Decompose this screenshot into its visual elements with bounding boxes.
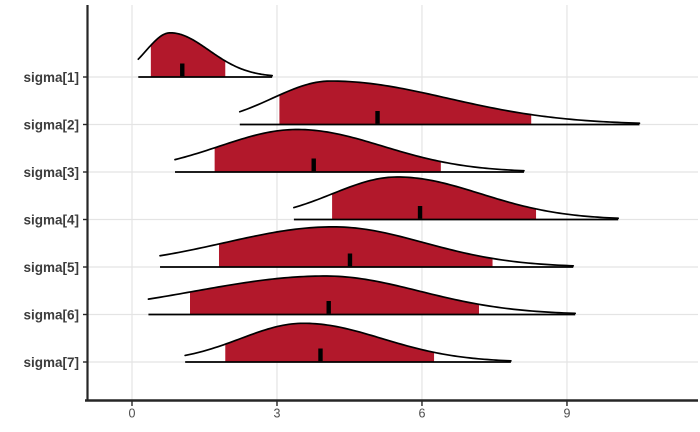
credible-interval-area [279, 81, 532, 125]
y-axis-category-label: sigma[2] [23, 117, 79, 132]
y-axis-category-label: sigma[6] [23, 307, 79, 322]
density-row [238, 80, 641, 126]
credible-interval-area [190, 276, 480, 315]
y-axis-category-label: sigma[5] [23, 260, 79, 275]
density-row [159, 226, 575, 268]
x-axis-tick-label: 3 [274, 407, 281, 421]
density-outline [147, 275, 577, 315]
densities-layer [137, 31, 641, 363]
credible-interval-area [218, 226, 493, 267]
density-outline [238, 80, 641, 125]
density-outline [293, 176, 620, 220]
density-outline [174, 128, 525, 172]
median-tick [180, 63, 185, 77]
median-tick [326, 301, 331, 314]
credible-interval-area [225, 323, 435, 362]
density-row [147, 275, 577, 316]
x-axis-tick-label: 6 [419, 407, 426, 421]
x-axis-tick-label: 9 [563, 407, 570, 421]
credible-interval-area [150, 32, 226, 77]
axes-layer [83, 5, 698, 406]
y-axis-category-label: sigma[7] [23, 355, 79, 370]
median-tick [417, 206, 423, 219]
y-axis-category-label: sigma[4] [23, 212, 79, 227]
density-outline [159, 226, 575, 267]
axis-labels-layer: 0 3 6 9 sigma[1] sigma[2] sigma[3] sigma[4] sigm… [23, 70, 570, 421]
median-tick [347, 253, 353, 267]
density-row [174, 128, 525, 173]
y-axis-category-label: sigma[1] [23, 70, 79, 85]
x-axis-tick-label: 0 [129, 407, 136, 421]
density-outline [184, 322, 512, 362]
median-tick [318, 348, 323, 362]
median-tick [311, 158, 316, 172]
y-axis-category-label: sigma[3] [23, 165, 79, 180]
density-row [293, 176, 620, 221]
credible-interval-area [214, 129, 441, 172]
density-outline [137, 31, 274, 77]
credible-interval-area [332, 176, 537, 220]
median-tick [375, 111, 380, 124]
density-row [184, 322, 512, 363]
density-row [137, 31, 274, 78]
